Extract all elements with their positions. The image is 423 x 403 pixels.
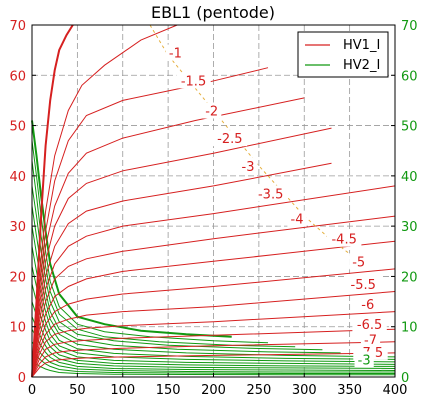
hv1-label-10: -6 [361, 298, 374, 313]
hv1-line-12 [31, 328, 396, 378]
hv1-label-9: -5.5 [351, 278, 376, 293]
hv1-label-bg-9 [346, 275, 381, 292]
hv2-line-12 [31, 341, 395, 373]
x-tick-label-0: 0 [28, 383, 36, 398]
hv1-label-11: -6.5 [357, 318, 382, 333]
grid [32, 25, 395, 377]
y-left-tick-label-0: 0 [18, 371, 26, 386]
hv1-line-0 [31, 24, 74, 378]
y-left-tick-label-4: 40 [9, 170, 26, 185]
y-left-tick-label-5: 50 [9, 120, 26, 135]
hv1-label-bg-0 [165, 44, 185, 61]
hv1-line-7 [31, 215, 396, 378]
hv1-label-bg-4 [238, 157, 258, 174]
hv1-label-bg-12 [360, 331, 381, 348]
hv1-line-11 [31, 311, 396, 378]
y-axis-right: 0 10 20 30 40 50 60 70 [391, 19, 418, 386]
hv1-label-2: -2 [205, 104, 218, 119]
hv1-label-bg-1 [176, 72, 211, 89]
hv1-label-bg-7 [326, 230, 362, 247]
hv1-label-bg-8 [349, 253, 369, 270]
y-right-tick-label-7: 70 [401, 19, 418, 34]
x-tick-label-1: 50 [69, 383, 86, 398]
hv2-line-3 [31, 185, 323, 351]
hv1-label-6: -4 [291, 213, 304, 228]
hv1-line-13 [31, 341, 396, 378]
hv1-label-1: -1.5 [181, 74, 206, 89]
y-right-tick-label-6: 60 [401, 69, 418, 84]
x-tick-label-2: 100 [110, 383, 135, 398]
hv2-line-2 [31, 160, 296, 348]
chart-title: EBL1 (pentode) [151, 3, 275, 22]
hv1-line-2 [31, 67, 269, 378]
hv1-series-group [31, 24, 396, 378]
y-right-tick-label-1: 10 [401, 321, 418, 336]
y-left-tick-label-1: 10 [9, 321, 26, 336]
hv1-label-bg-3 [212, 130, 248, 147]
hv1-label-bg-6 [287, 210, 307, 227]
legend-box [297, 31, 389, 78]
hv1-label-5: -3.5 [258, 187, 283, 202]
hv1-label-7: -4.5 [331, 233, 356, 248]
y-left-tick-label-3: 30 [9, 220, 26, 235]
x-tick-label-7: 350 [337, 383, 362, 398]
y-right-tick-label-5: 50 [401, 120, 418, 135]
y-right-tick-label-2: 20 [401, 270, 418, 285]
hv1-label-8: -5 [352, 255, 365, 270]
hv1-label-bg-11 [352, 316, 387, 333]
hv1-line-4 [31, 127, 332, 378]
legend-label-hv1: HV1_I [343, 38, 380, 53]
y-right-tick-label-4: 40 [401, 170, 418, 185]
hv2-line-1 [31, 140, 269, 344]
hv1-line-1 [31, 24, 178, 378]
hv1-label-bg-5 [253, 185, 288, 202]
hv1-line-5 [31, 162, 332, 378]
x-tick-label-3: 150 [156, 383, 181, 398]
hv1-label-3: -2.5 [217, 132, 242, 147]
legend: HV1_I HV2_I [297, 31, 389, 78]
hv1-line-9 [31, 268, 396, 378]
hv1-line-8 [31, 240, 396, 378]
hv2-label-bg-0 [354, 351, 374, 368]
hv1-label-bg-2 [202, 102, 222, 119]
hv2-line-4 [31, 205, 341, 354]
hv2-label-0: -3 [358, 353, 371, 368]
y-axis-left: 0 10 20 30 40 50 60 70 [9, 19, 36, 386]
x-tick-label-5: 250 [246, 383, 271, 398]
hv2-line-9 [31, 301, 396, 367]
y-left-tick-label-6: 60 [9, 69, 26, 84]
y-right-tick-label-0: 0 [401, 371, 409, 386]
hv2-series-group [31, 120, 396, 376]
x-tick-label-6: 300 [292, 383, 317, 398]
hv1-line-10 [31, 291, 396, 378]
y-left-tick-label-7: 70 [9, 19, 26, 34]
x-tick-label-4: 200 [201, 383, 226, 398]
legend-label-hv2: HV2_I [343, 58, 380, 73]
hv1-line-14 [31, 352, 396, 378]
y-right-tick-label-3: 30 [401, 220, 418, 235]
y-left-tick-label-2: 20 [9, 270, 26, 285]
hv2-line-7 [31, 266, 396, 363]
hv1-label-4: -3 [242, 160, 255, 175]
hv2-line-0 [31, 120, 232, 338]
hv1-line-6 [31, 185, 396, 378]
x-tick-label-8: 400 [383, 383, 408, 398]
curve-labels-group: -1-1.5-2-2.5-3-3.5-4-4.5-5-5.5-6-6.5-7-7… [165, 44, 388, 368]
x-axis: 0 50 100 150 200 250 300 350 400 [28, 373, 408, 398]
hv1-line-3 [31, 97, 305, 378]
hv1-label-0: -1 [169, 47, 182, 62]
hv2-line-14 [31, 361, 395, 376]
hv1-label-bg-10 [358, 296, 378, 313]
